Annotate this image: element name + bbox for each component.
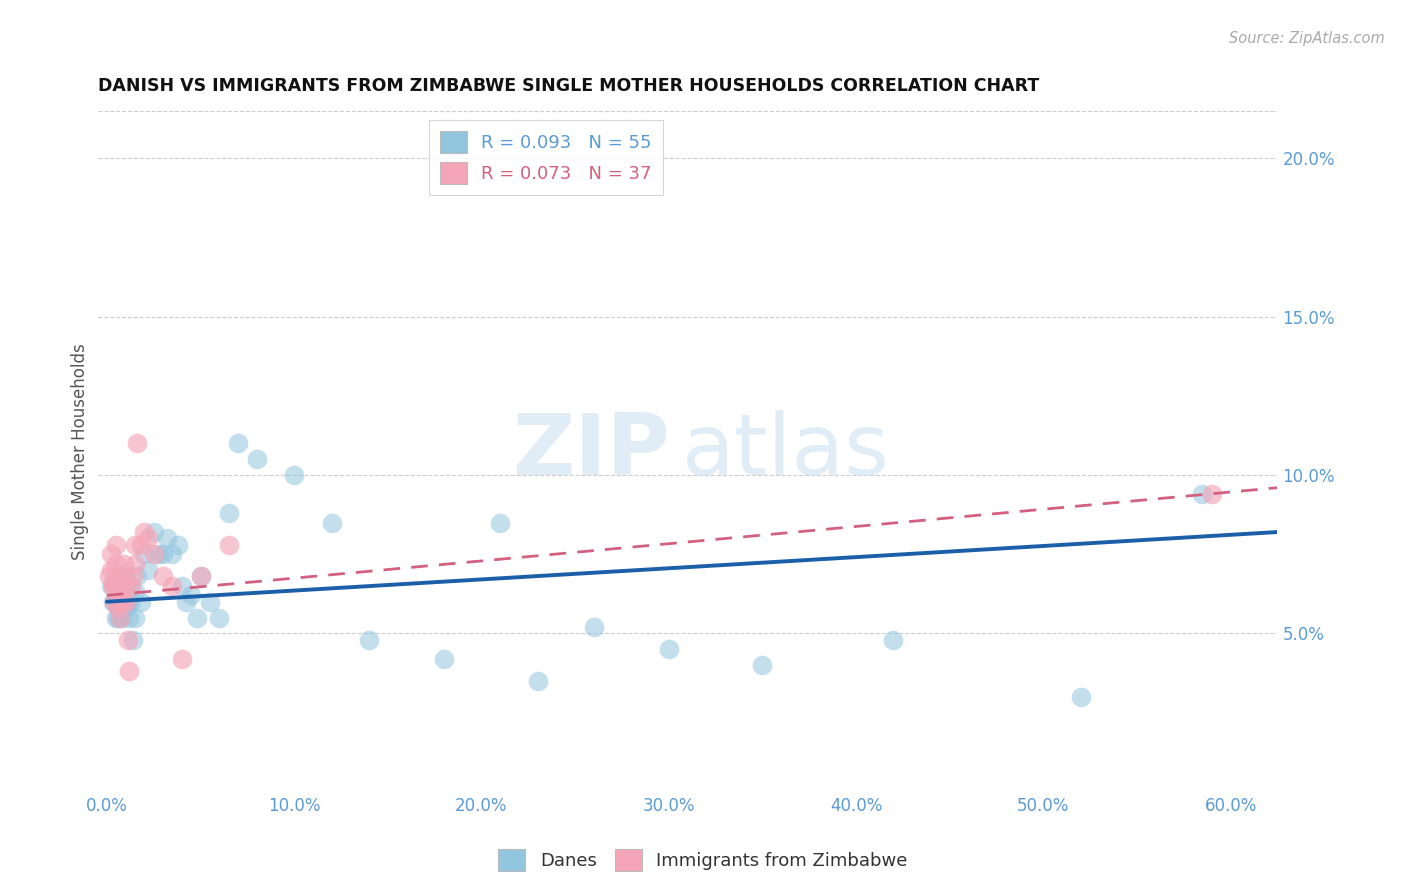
Point — [1070, 690, 1092, 704]
Point — [190, 569, 212, 583]
Point — [101, 579, 124, 593]
Point — [100, 563, 122, 577]
Point — [117, 632, 139, 647]
Point — [152, 547, 174, 561]
Point — [198, 595, 221, 609]
Point — [129, 538, 152, 552]
Legend: R = 0.093   N = 55, R = 0.073   N = 37: R = 0.093 N = 55, R = 0.073 N = 37 — [429, 120, 662, 194]
Point — [103, 595, 125, 609]
Point — [100, 579, 122, 593]
Point — [162, 579, 184, 593]
Point — [751, 658, 773, 673]
Point — [124, 610, 146, 624]
Point — [108, 601, 131, 615]
Point — [105, 538, 128, 552]
Point — [111, 595, 134, 609]
Point — [120, 595, 142, 609]
Point — [142, 547, 165, 561]
Point — [142, 524, 165, 539]
Point — [526, 673, 548, 688]
Point — [218, 506, 240, 520]
Point — [103, 579, 125, 593]
Point — [112, 588, 135, 602]
Point — [105, 557, 128, 571]
Point — [105, 610, 128, 624]
Point — [124, 557, 146, 571]
Point — [152, 569, 174, 583]
Point — [136, 532, 159, 546]
Point — [120, 579, 142, 593]
Text: DANISH VS IMMIGRANTS FROM ZIMBABWE SINGLE MOTHER HOUSEHOLDS CORRELATION CHART: DANISH VS IMMIGRANTS FROM ZIMBABWE SINGL… — [97, 78, 1039, 95]
Point — [114, 595, 136, 609]
Point — [107, 579, 129, 593]
Y-axis label: Single Mother Households: Single Mother Households — [72, 343, 89, 559]
Point — [359, 632, 381, 647]
Point — [170, 579, 193, 593]
Point — [114, 569, 136, 583]
Point — [114, 601, 136, 615]
Point — [186, 610, 208, 624]
Point — [218, 538, 240, 552]
Point — [118, 579, 141, 593]
Point — [97, 569, 120, 583]
Point — [125, 569, 148, 583]
Point — [134, 524, 156, 539]
Point — [111, 610, 134, 624]
Point — [283, 468, 305, 483]
Point — [148, 547, 170, 561]
Point — [124, 585, 146, 599]
Text: Source: ZipAtlas.com: Source: ZipAtlas.com — [1229, 31, 1385, 46]
Point — [208, 610, 231, 624]
Point — [124, 538, 146, 552]
Point — [114, 588, 136, 602]
Point — [321, 516, 343, 530]
Point — [112, 557, 135, 571]
Point — [1191, 487, 1213, 501]
Point — [136, 563, 159, 577]
Point — [129, 595, 152, 609]
Point — [118, 610, 141, 624]
Point — [167, 538, 190, 552]
Point — [108, 585, 131, 599]
Point — [108, 595, 131, 609]
Point — [107, 610, 129, 624]
Point — [105, 569, 128, 583]
Legend: Danes, Immigrants from Zimbabwe: Danes, Immigrants from Zimbabwe — [491, 842, 915, 879]
Point — [156, 532, 179, 546]
Point — [1201, 487, 1223, 501]
Point — [658, 642, 681, 657]
Point — [114, 579, 136, 593]
Point — [180, 588, 202, 602]
Point — [226, 436, 249, 450]
Point — [190, 569, 212, 583]
Point — [101, 579, 124, 593]
Point — [162, 547, 184, 561]
Point — [103, 595, 125, 609]
Point — [112, 569, 135, 583]
Point — [101, 595, 124, 609]
Text: ZIP: ZIP — [512, 409, 669, 492]
Point — [134, 547, 156, 561]
Point — [112, 601, 135, 615]
Point — [122, 569, 145, 583]
Point — [100, 547, 122, 561]
Point — [111, 579, 134, 593]
Point — [118, 665, 141, 679]
Point — [111, 595, 134, 609]
Point — [107, 585, 129, 599]
Point — [105, 595, 128, 609]
Point — [882, 632, 904, 647]
Point — [174, 595, 197, 609]
Point — [246, 452, 269, 467]
Point — [122, 632, 145, 647]
Text: atlas: atlas — [682, 409, 890, 492]
Point — [108, 610, 131, 624]
Point — [117, 595, 139, 609]
Point — [489, 516, 512, 530]
Point — [433, 651, 456, 665]
Point — [125, 436, 148, 450]
Point — [170, 651, 193, 665]
Point — [107, 601, 129, 615]
Point — [582, 620, 605, 634]
